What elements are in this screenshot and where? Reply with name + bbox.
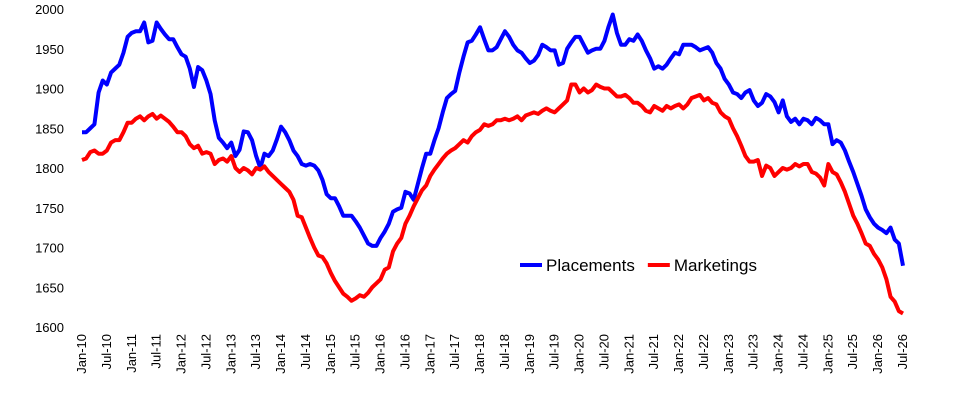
line-series: [82, 12, 905, 267]
x-tick-label: Jan-23: [721, 334, 736, 374]
x-tick-label: Jan-12: [174, 334, 189, 374]
x-tick-label: Jan-22: [671, 334, 686, 374]
x-tick-label: Jul-18: [497, 334, 512, 369]
y-tick-label: 1750: [35, 201, 64, 216]
x-tick-label: Jul-25: [845, 334, 860, 369]
x-tick-label: Jan-14: [273, 334, 288, 374]
x-tick-label: Jul-19: [547, 334, 562, 369]
legend-label: Marketings: [674, 256, 757, 275]
y-tick-label: 1800: [35, 161, 64, 176]
x-tick-label: Jan-11: [124, 334, 139, 373]
x-tick-label: Jul-10: [99, 334, 114, 369]
legend-label: Placements: [546, 256, 635, 275]
x-tick-label: Jan-19: [522, 334, 537, 374]
x-tick-label: Jan-26: [870, 334, 885, 374]
x-tick-label: Jan-10: [74, 334, 89, 374]
x-tick-label: Jul-20: [596, 334, 611, 369]
x-tick-label: Jan-15: [323, 334, 338, 374]
x-tick-label: Jul-22: [696, 334, 711, 369]
x-tick-label: Jul-24: [795, 334, 810, 369]
y-tick-label: 1950: [35, 42, 64, 57]
x-tick-label: Jan-20: [572, 334, 587, 374]
x-tick-label: Jul-11: [149, 334, 164, 368]
y-tick-label: 1600: [35, 320, 64, 335]
x-tick-label: Jul-12: [198, 334, 213, 369]
x-tick-label: Jan-24: [771, 334, 786, 374]
x-tick-label: Jul-13: [248, 334, 263, 369]
x-tick-label: Jan-17: [422, 334, 437, 374]
x-tick-label: Jan-16: [373, 334, 388, 374]
y-tick-label: 1850: [35, 121, 64, 136]
x-tick-label: Jul-14: [298, 334, 313, 369]
line-series: [81, 82, 904, 316]
y-tick-label: 1650: [35, 280, 64, 295]
x-tick-label: Jul-21: [646, 334, 661, 369]
x-tick-label: Jul-16: [397, 334, 412, 369]
x-tick-label: Jan-25: [820, 334, 835, 374]
y-tick-label: 1900: [35, 82, 64, 97]
x-tick-label: Jul-17: [447, 334, 462, 369]
y-tick-label: 1700: [35, 241, 64, 256]
x-tick-label: Jan-21: [621, 334, 636, 374]
x-tick-label: Jul-15: [348, 334, 363, 369]
x-tick-label: Jul-23: [746, 334, 761, 369]
x-tick-label: Jan-18: [472, 334, 487, 374]
y-tick-label: 2000: [35, 2, 64, 17]
x-tick-label: Jul-26: [895, 334, 910, 369]
x-tick-label: Jan-13: [223, 334, 238, 374]
